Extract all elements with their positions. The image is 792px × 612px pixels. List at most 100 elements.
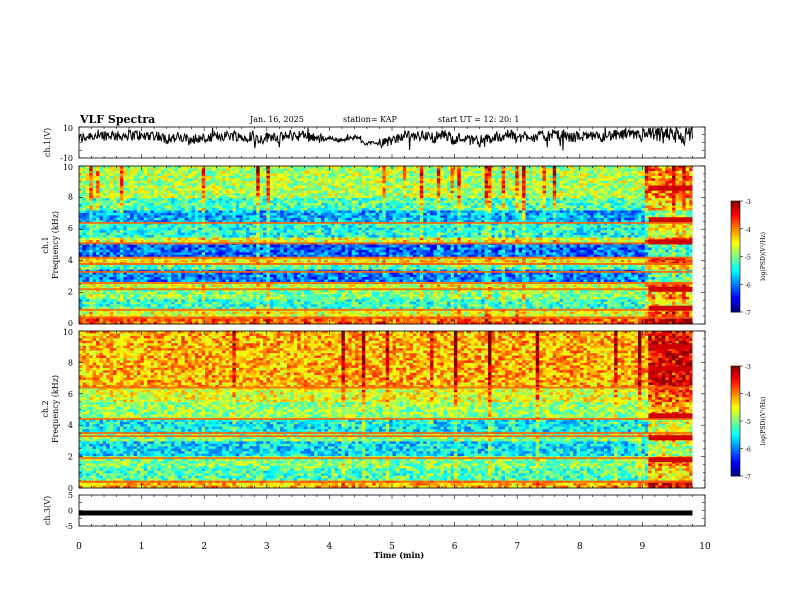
spectrogram-cell (202, 210, 206, 213)
spectrogram-cell (178, 198, 182, 201)
spectrogram-cell (597, 196, 601, 199)
spectrogram-cell (451, 193, 455, 196)
spectrogram-cell (99, 196, 103, 199)
spectrogram-cell (130, 228, 134, 231)
spectrogram-cell (491, 183, 495, 186)
spectrogram-cell (256, 198, 260, 201)
spectrogram-cell (134, 171, 138, 174)
spectrogram-cell (539, 213, 543, 216)
spectrogram-cell (99, 176, 103, 179)
spectrogram-cell (147, 181, 151, 184)
spectrogram-cell (243, 186, 247, 189)
spectrogram-cell (280, 196, 284, 199)
spectrogram-cell (468, 230, 472, 233)
spectrogram-cell (273, 183, 277, 186)
spectrogram-cell (297, 186, 301, 189)
spectrogram-cell (283, 218, 287, 221)
spectrogram-cell (631, 225, 635, 228)
spectrogram-cell (587, 215, 591, 218)
spectrogram-cell (420, 198, 424, 201)
spectrogram-cell (628, 183, 632, 186)
spectrogram-cell (607, 176, 611, 179)
spectrogram-cell (604, 208, 608, 211)
spectrogram-cell (376, 213, 380, 216)
spectrogram-cell (219, 213, 223, 216)
spectrogram-cell (679, 228, 683, 231)
spectrogram-cell (440, 178, 444, 181)
spectrogram-cell (583, 208, 587, 211)
spectrogram-cell (164, 178, 168, 181)
spectrogram-cell (440, 218, 444, 221)
spectrogram-cell (505, 228, 509, 231)
spectrogram-cell (110, 215, 114, 218)
spectrogram-cell (161, 183, 165, 186)
spectrogram-cell (464, 201, 468, 204)
spectrogram-cell (174, 230, 178, 233)
spectrogram-cell (498, 186, 502, 189)
spectrogram-cell (236, 188, 240, 191)
spectrogram-cell (658, 196, 662, 199)
spectrogram-cell (198, 218, 202, 221)
spectrogram-cell (471, 218, 475, 221)
spectrogram-cell (372, 196, 376, 199)
spectrogram-cell (99, 210, 103, 213)
spectrogram-cell (672, 196, 676, 199)
spectrogram-cell (393, 225, 397, 228)
spectrogram-cell (372, 166, 376, 169)
spectrogram-cell (89, 203, 93, 206)
spectrogram-cell (430, 183, 434, 186)
spectrogram-cell (307, 188, 311, 191)
spectrogram-cell (471, 186, 475, 189)
spectrogram-cell (144, 171, 148, 174)
spectrogram-cell (321, 196, 325, 199)
spectrogram-cell (246, 225, 250, 228)
spectrogram-cell (376, 173, 380, 176)
spectrogram-cell (273, 171, 277, 174)
spectrogram-cell (529, 186, 533, 189)
spectrogram-cell (491, 213, 495, 216)
spectrogram-cell (130, 166, 134, 169)
spectrogram-cell (621, 198, 625, 201)
spectrogram-cell (294, 198, 298, 201)
spectrogram-cell (355, 198, 359, 201)
spectrogram-cell (277, 191, 281, 194)
spectrogram-cell (515, 193, 519, 196)
spectrogram-cell (157, 176, 161, 179)
spectrogram-cell (324, 210, 328, 213)
spectrogram-cell (328, 186, 332, 189)
spectrogram-cell (393, 183, 397, 186)
spectrogram-cell (103, 225, 107, 228)
spectrogram-cell (522, 218, 526, 221)
spectrogram-cell (675, 198, 679, 201)
spectrogram-cell (236, 181, 240, 184)
spectrogram-cell (566, 203, 570, 206)
spectrogram-cell (505, 203, 509, 206)
spectrogram-cell (256, 168, 260, 171)
spectrogram-cell (270, 228, 274, 231)
spectrogram-cell (185, 225, 189, 228)
spectrogram-cell (672, 191, 676, 194)
spectrogram-cell (195, 191, 199, 194)
spectrogram-cell (290, 193, 294, 196)
spectrogram-cell (508, 188, 512, 191)
spectrogram-cell (648, 196, 652, 199)
spectrogram-cell (304, 183, 308, 186)
spectrogram-cell (652, 193, 656, 196)
spectrogram-cell (648, 201, 652, 204)
spectrogram-cell (662, 168, 666, 171)
spectrogram-cell (481, 198, 485, 201)
spectrogram-cell (491, 230, 495, 233)
spectrogram-cell (198, 171, 202, 174)
spectrogram-cell (689, 203, 693, 206)
spectrogram-cell (191, 208, 195, 211)
spectrogram-cell (403, 206, 407, 209)
spectrogram-cell (485, 193, 489, 196)
spectrogram-cell (307, 168, 311, 171)
spectrogram-cell (433, 228, 437, 231)
spectrogram-cell (297, 203, 301, 206)
spectrogram-cell (525, 176, 529, 179)
spectrogram-cell (628, 230, 632, 233)
spectrogram-cell (543, 218, 547, 221)
spectrogram-cell (287, 198, 291, 201)
spectrogram-cell (563, 181, 567, 184)
